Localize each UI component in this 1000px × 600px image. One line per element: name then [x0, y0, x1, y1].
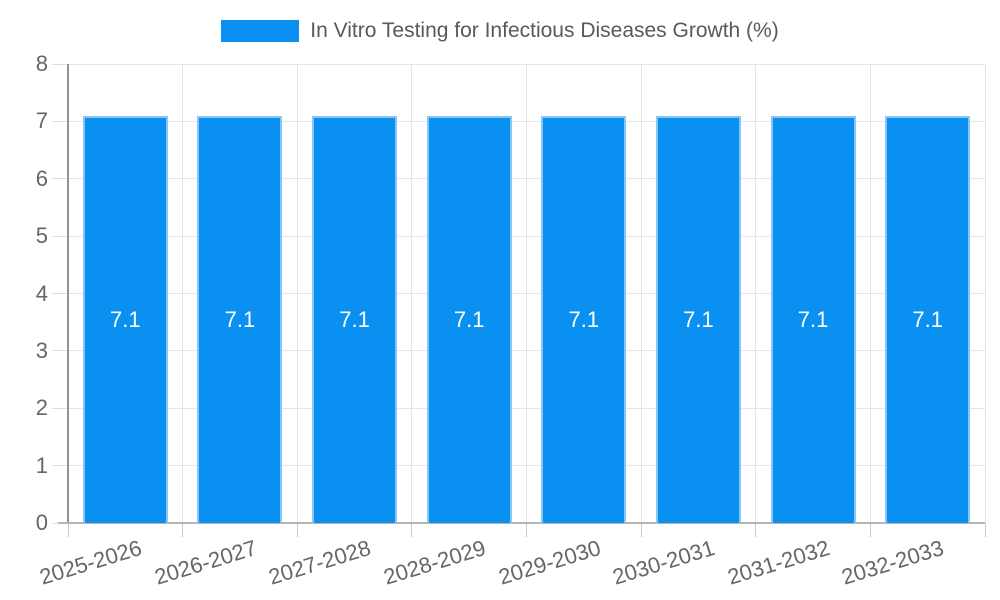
x-gridline	[640, 64, 642, 523]
bar-2027-2028[interactable]: 7.1	[312, 115, 398, 523]
legend-label: In Vitro Testing for Infectious Diseases…	[310, 19, 779, 42]
y-tick	[52, 293, 68, 294]
bar-2028-2029[interactable]: 7.1	[426, 115, 512, 523]
x-tick	[640, 523, 642, 537]
chart-legend: In Vitro Testing for Infectious Diseases…	[0, 16, 1000, 46]
x-gridline	[755, 64, 757, 523]
y-tick-label: 7	[35, 108, 48, 134]
bar-2026-2027[interactable]: 7.1	[197, 115, 283, 523]
x-tick-label: 2025-2026	[36, 535, 145, 590]
x-tick-label: 2027-2028	[265, 535, 374, 590]
y-tick	[52, 235, 68, 237]
x-tick	[411, 523, 413, 537]
bar-2031-2032[interactable]: 7.1	[770, 115, 856, 523]
y-tick-label: 6	[35, 165, 48, 191]
bar-value-label: 7.1	[912, 307, 943, 333]
bar-2029-2030[interactable]: 7.1	[541, 115, 627, 523]
x-tick	[296, 523, 298, 537]
x-tick-label: 2031-2032	[724, 535, 833, 590]
x-tick	[526, 523, 527, 537]
y-tick	[52, 63, 68, 65]
x-gridline	[182, 64, 184, 523]
x-tick	[67, 523, 69, 537]
y-tick-label: 4	[35, 280, 48, 306]
y-tick	[52, 407, 68, 409]
bar-value-label: 7.1	[568, 307, 600, 333]
y-tick	[52, 350, 68, 352]
y-tick	[52, 465, 68, 467]
x-tick	[984, 523, 986, 537]
y-tick	[52, 178, 68, 180]
x-tick-label: 2030-2031	[609, 535, 718, 590]
x-tick-label: 2032-2033	[839, 535, 947, 590]
y-axis-line	[67, 64, 69, 523]
bar-value-label: 7.1	[683, 307, 714, 333]
bar-value-label: 7.1	[797, 307, 829, 333]
bar-2032-2033[interactable]: 7.1	[885, 115, 971, 523]
y-tick-label: 1	[35, 452, 48, 478]
x-tick	[182, 523, 184, 537]
bar-value-label: 7.1	[224, 307, 256, 333]
bar-value-label: 7.1	[339, 307, 370, 333]
x-gridline	[984, 64, 986, 523]
x-tick-label: 2026-2027	[151, 535, 260, 590]
x-gridline	[869, 64, 871, 523]
y-tick-label: 0	[35, 510, 48, 535]
bar-value-label: 7.1	[110, 307, 141, 333]
x-gridline	[296, 64, 298, 523]
x-tick-label: 2028-2029	[380, 535, 489, 590]
legend-swatch-icon	[221, 20, 300, 42]
x-tick	[755, 523, 757, 537]
x-tick	[869, 523, 871, 537]
x-gridline	[526, 64, 527, 523]
y-tick	[52, 120, 68, 122]
y-tick-label: 3	[35, 337, 48, 363]
y-tick-label: 5	[35, 223, 48, 249]
y-tick-label: 8	[35, 51, 48, 76]
bar-2030-2031[interactable]: 7.1	[655, 115, 741, 523]
x-axis-line	[58, 522, 985, 524]
legend-item[interactable]: In Vitro Testing for Infectious Diseases…	[221, 19, 779, 43]
x-gridline	[411, 64, 413, 523]
x-tick-label: 2029-2030	[495, 535, 604, 590]
bar-value-label: 7.1	[453, 307, 485, 333]
bar-2025-2026[interactable]: 7.1	[82, 115, 168, 523]
y-tick-label: 2	[35, 395, 48, 421]
